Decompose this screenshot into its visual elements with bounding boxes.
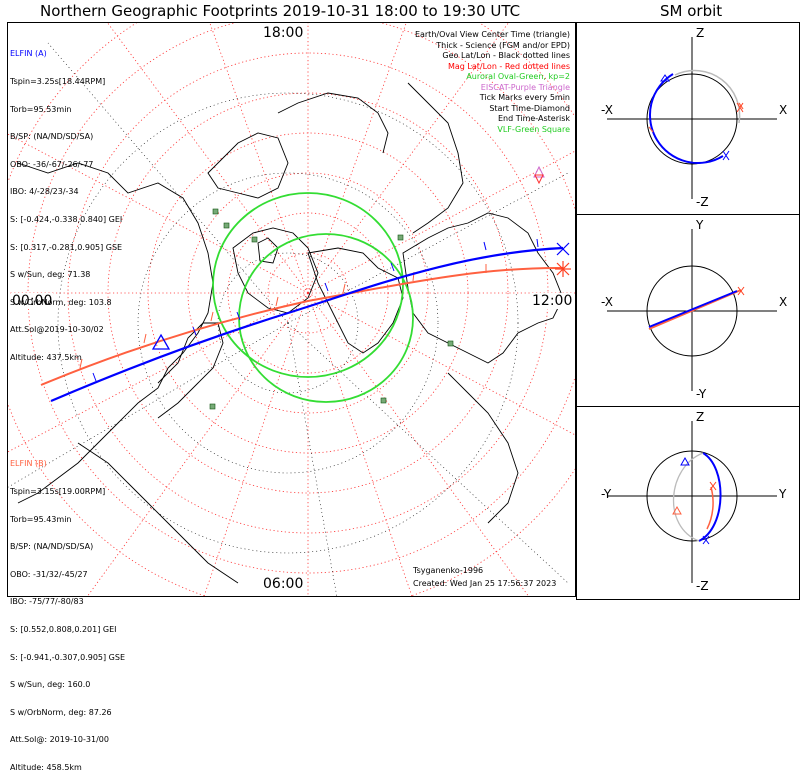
- sm-axis-label-left: -X: [601, 295, 613, 309]
- sc-b-name: ELFIN (B): [10, 459, 47, 469]
- model-credit: Tsyganenko-1996: [413, 566, 484, 575]
- sc-a-line: Torb=95.53min: [10, 104, 72, 114]
- legend-item: Geo Lat/Lon - Black dotted lines: [442, 51, 570, 60]
- sc-b-line: S w/Sun, deg: 160.0: [10, 680, 91, 690]
- legend-item: EISCAT-Purple Triangle: [480, 82, 570, 92]
- map-panel: 18:00 00:00 12:00 06:00: [7, 22, 576, 597]
- created-timestamp: Created: Wed Jan 25 17:56:37 2023: [413, 579, 557, 588]
- time-label-right: 12:00: [531, 293, 574, 309]
- sc-a-line: S: [0.317,-0.281,0.905] GSE: [10, 242, 123, 252]
- sm-plot-xz: [607, 37, 777, 199]
- sc-a-line: B/SP: (NA/ND/SD/SA): [10, 132, 94, 142]
- legend-item: Mag Lat/Lon - Red dotted lines: [447, 61, 570, 71]
- sm-axis-label-right: X: [779, 103, 788, 117]
- legend-item: VLF-Green Square: [497, 124, 570, 134]
- sm-plot-yz: [607, 421, 777, 583]
- sc-a-line: OBO: -36/-67/-26/-77: [10, 159, 94, 169]
- eiscat-triangle: [533, 165, 545, 185]
- sc-a-line: Att.Sol@2019-10-30/02: [10, 325, 104, 335]
- sm-axis-label-right: Y: [779, 487, 787, 501]
- sm-axis-label-top: Z: [696, 26, 705, 40]
- legend-item: Tick Marks every 5min: [479, 93, 570, 102]
- sc-b-line: Tspin=3.15s[19.00RPM]: [10, 487, 106, 496]
- legend-item: Thick - Science (FGM and/or EPD): [436, 40, 570, 50]
- sm-panel-yz: Z -Z -Y Y: [576, 406, 800, 600]
- sc-b-line: Torb=95.43min: [10, 514, 72, 524]
- sc-a-info: ELFIN (A) Tspin=3.25s[18.44RPM] Torb=95.…: [10, 31, 122, 371]
- sc-a-line: S: [-0.424,-0.338,0.840] GEI: [10, 214, 123, 224]
- page-title: Northern Geographic Footprints 2019-10-3…: [40, 2, 521, 20]
- time-label-left: 00:00: [11, 293, 54, 309]
- sm-panel-xy: Y -Y -X X: [576, 214, 800, 407]
- sm-axis-label-bottom: -Z: [696, 579, 709, 593]
- vlf-stations: [209, 208, 454, 410]
- sm-axis-label-left: -X: [601, 103, 613, 117]
- sc-a-line: Altitude: 437.5km: [10, 352, 82, 362]
- sc-b-line: S: [0.552,0.808,0.201] GEI: [10, 624, 117, 634]
- mag-lon-lines: [8, 23, 575, 596]
- coastlines: [17, 82, 564, 584]
- sm-axis-label-bottom: -Z: [696, 195, 709, 209]
- legend-item: Auroral Oval-Green, kp=2: [466, 72, 570, 81]
- sm-axis-label-top: Z: [696, 410, 705, 424]
- auroral-oval: [212, 192, 414, 403]
- sm-panel-xz: Z -Z -X X: [576, 22, 800, 215]
- sm-plot-xy: [607, 229, 777, 391]
- time-label-bottom: 06:00: [262, 576, 305, 592]
- sc-b-info: ELFIN (B) Tspin=3.15s[19.00RPM] Torb=95.…: [10, 441, 125, 781]
- sc-a-track: [50, 238, 570, 403]
- sc-b-line: B/SP: (NA/ND/SD/SA): [10, 542, 94, 552]
- sc-a-line: S w/Sun, deg: 71.38: [10, 270, 91, 280]
- sc-a-line: S w/OrbNorm, deg: 103.8: [10, 297, 112, 307]
- polar-map[interactable]: [8, 23, 575, 596]
- legend-item: End Time-Asterisk: [497, 114, 570, 123]
- time-label-top: 18:00: [262, 25, 305, 41]
- sc-b-line: Att.Sol@: 2019-10-31/00: [10, 735, 109, 745]
- sm-axis-label-top: Y: [696, 218, 704, 232]
- legend-item: Earth/Oval View Center Time (triangle): [414, 30, 570, 39]
- sc-b-line: S: [-0.941,-0.307,0.905] GSE: [10, 652, 125, 662]
- sm-axis-label-left: -Y: [601, 487, 612, 501]
- legend-item: Start Time-Diamond: [489, 103, 570, 113]
- sc-a-line: IBO: 4/-28/23/-34: [10, 187, 79, 197]
- sc-a-line: Tspin=3.25s[18.44RPM]: [10, 77, 106, 86]
- sc-b-line: S w/OrbNorm, deg: 87.26: [10, 707, 112, 717]
- sc-a-name: ELFIN (A): [10, 49, 47, 59]
- sc-b-line: OBO: -31/32/-45/27: [10, 569, 88, 579]
- sm-axis-label-right: X: [779, 295, 788, 309]
- sc-b-line: Altitude: 458.5km: [10, 762, 82, 772]
- sm-orbit-title: SM orbit: [660, 2, 723, 20]
- sm-axis-label-bottom: -Y: [696, 387, 707, 401]
- sc-b-line: IBO: -75/77/-80/83: [10, 597, 84, 607]
- map-legend: Earth/Oval View Center Time (triangle) T…: [415, 30, 570, 135]
